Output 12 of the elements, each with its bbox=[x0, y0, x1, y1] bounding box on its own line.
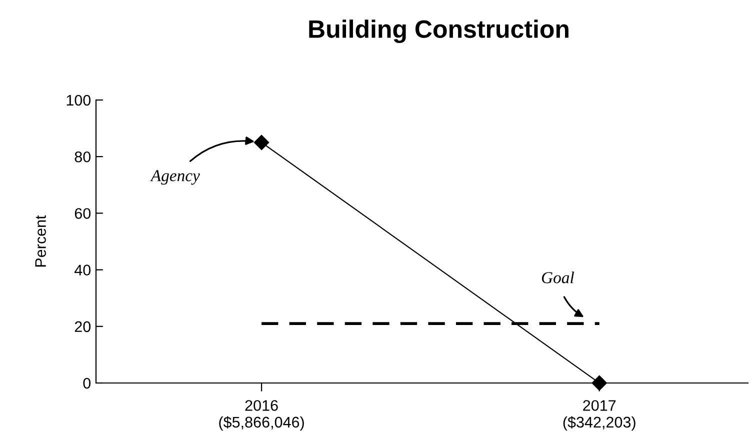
text: Goal bbox=[542, 272, 574, 284]
y-tick-label: 0 bbox=[83, 378, 91, 389]
y-axis-title: Percent bbox=[35, 215, 46, 267]
x-tick-label: 2017 ($342,203) bbox=[563, 400, 636, 431]
y-tick-label: 40 bbox=[74, 264, 91, 276]
y-tick-label: 100 bbox=[66, 94, 91, 106]
y-tick-label: 80 bbox=[74, 151, 91, 162]
chart-title: Building Construction bbox=[309, 20, 568, 43]
text: Agency bbox=[150, 170, 200, 185]
y-tick-label: 20 bbox=[74, 321, 91, 332]
y-tick-label: 60 bbox=[74, 208, 91, 219]
x-tick-label: 2016 ($5,866,046) bbox=[219, 400, 304, 431]
